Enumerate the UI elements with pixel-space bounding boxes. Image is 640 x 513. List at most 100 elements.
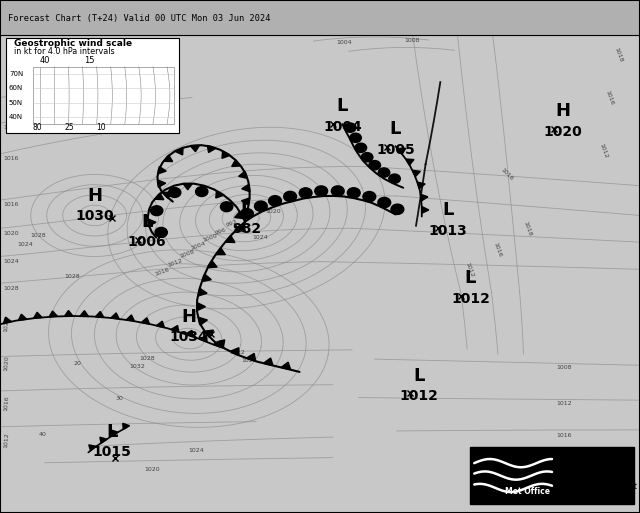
Text: 1008: 1008 — [404, 38, 420, 43]
Text: Geostrophic wind scale: Geostrophic wind scale — [14, 38, 132, 48]
Text: 25: 25 — [64, 123, 74, 132]
Polygon shape — [239, 171, 247, 179]
Text: 1028: 1028 — [242, 358, 257, 363]
Circle shape — [315, 186, 328, 196]
Text: 1030: 1030 — [76, 209, 114, 224]
Polygon shape — [207, 261, 217, 268]
Text: 1024: 1024 — [3, 259, 19, 264]
Polygon shape — [412, 170, 420, 176]
Polygon shape — [111, 430, 118, 436]
Text: 1032: 1032 — [229, 350, 244, 355]
Text: 40: 40 — [40, 56, 50, 65]
Text: 982: 982 — [232, 222, 261, 236]
Text: 1008: 1008 — [179, 249, 195, 259]
Text: 1012: 1012 — [400, 389, 438, 403]
Bar — [6, 38, 179, 133]
Circle shape — [255, 201, 268, 211]
Text: 1034: 1034 — [170, 330, 208, 344]
Polygon shape — [183, 184, 193, 190]
Polygon shape — [236, 224, 246, 231]
Text: metoffice.gov.uk: metoffice.gov.uk — [563, 461, 631, 470]
Polygon shape — [204, 330, 213, 338]
Polygon shape — [264, 358, 273, 366]
Text: 1028: 1028 — [31, 233, 46, 238]
Polygon shape — [190, 145, 200, 152]
Text: Forecast Chart (T+24) Valid 00 UTC Mon 03 Jun 2024: Forecast Chart (T+24) Valid 00 UTC Mon 0… — [8, 14, 270, 23]
Text: 60N: 60N — [9, 85, 23, 91]
Text: 1024: 1024 — [253, 234, 269, 240]
Text: 50N: 50N — [9, 100, 23, 106]
Circle shape — [332, 186, 344, 196]
Bar — [33, 67, 174, 124]
Text: 1012: 1012 — [598, 143, 609, 159]
Text: 1020: 1020 — [144, 467, 159, 472]
Polygon shape — [216, 191, 224, 198]
Text: L: L — [141, 212, 153, 231]
Text: 40: 40 — [38, 432, 46, 437]
Polygon shape — [242, 184, 250, 192]
Circle shape — [150, 206, 163, 215]
Text: 1020: 1020 — [266, 209, 281, 214]
Polygon shape — [198, 317, 207, 325]
Polygon shape — [164, 155, 173, 162]
Polygon shape — [239, 211, 247, 219]
Text: 1013: 1013 — [429, 224, 467, 238]
Circle shape — [362, 152, 373, 162]
Polygon shape — [95, 311, 104, 318]
Text: 996: 996 — [214, 227, 227, 235]
Text: 1028: 1028 — [3, 286, 19, 291]
Polygon shape — [417, 182, 425, 189]
Text: 1024: 1024 — [3, 316, 10, 332]
Text: 1024: 1024 — [18, 242, 33, 247]
Circle shape — [220, 202, 233, 212]
Text: L: L — [442, 201, 454, 220]
Text: 1020: 1020 — [3, 231, 19, 236]
Text: 992: 992 — [225, 219, 238, 228]
Text: 1000: 1000 — [202, 233, 218, 243]
Circle shape — [241, 209, 253, 219]
Polygon shape — [126, 315, 134, 321]
Polygon shape — [207, 145, 216, 152]
Text: L: L — [390, 120, 401, 139]
Text: 40N: 40N — [9, 114, 23, 120]
Text: L: L — [106, 423, 118, 441]
Text: 1006: 1006 — [128, 235, 166, 249]
Polygon shape — [225, 235, 235, 243]
Text: 1015: 1015 — [93, 445, 131, 460]
Text: H: H — [181, 307, 196, 326]
Circle shape — [344, 123, 356, 132]
Text: L: L — [241, 200, 252, 218]
Polygon shape — [232, 160, 241, 166]
Polygon shape — [89, 445, 96, 450]
Polygon shape — [216, 340, 225, 347]
Text: L: L — [337, 97, 348, 115]
Circle shape — [389, 174, 401, 183]
Circle shape — [269, 195, 282, 206]
Polygon shape — [281, 362, 291, 370]
Text: 1016: 1016 — [3, 396, 10, 411]
Polygon shape — [163, 192, 172, 199]
Circle shape — [196, 187, 208, 196]
Text: 1016: 1016 — [557, 433, 572, 438]
Text: 10: 10 — [96, 123, 106, 132]
Text: H: H — [87, 187, 102, 205]
Circle shape — [350, 133, 362, 143]
Text: 1028: 1028 — [140, 356, 155, 361]
Bar — [0, 0, 640, 35]
Polygon shape — [34, 312, 42, 318]
Polygon shape — [148, 219, 156, 226]
Bar — [470, 447, 634, 504]
Text: L: L — [465, 269, 476, 287]
Text: 1004: 1004 — [190, 241, 207, 251]
Text: 70N: 70N — [9, 71, 23, 77]
Polygon shape — [123, 423, 129, 429]
Polygon shape — [65, 310, 73, 316]
Polygon shape — [216, 248, 225, 254]
Polygon shape — [198, 288, 207, 296]
Circle shape — [155, 227, 167, 238]
Polygon shape — [246, 353, 255, 361]
Circle shape — [363, 191, 376, 202]
Text: 1004: 1004 — [336, 40, 351, 45]
Polygon shape — [157, 180, 166, 187]
Text: 1018: 1018 — [522, 221, 532, 237]
